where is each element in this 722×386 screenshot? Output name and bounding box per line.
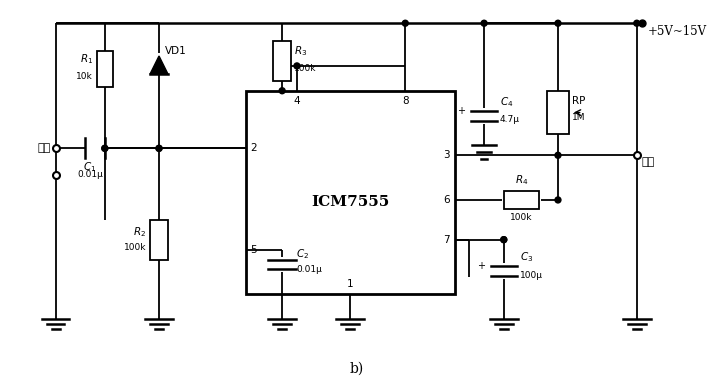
Text: 100k: 100k xyxy=(123,243,146,252)
Bar xyxy=(274,41,291,81)
Text: 8: 8 xyxy=(402,96,409,106)
Text: 0.01μ: 0.01μ xyxy=(296,265,322,274)
Circle shape xyxy=(294,63,300,69)
Circle shape xyxy=(102,146,108,151)
Text: $C_4$: $C_4$ xyxy=(500,95,513,108)
Bar xyxy=(150,220,168,259)
Text: $C_1$: $C_1$ xyxy=(84,160,97,174)
Bar xyxy=(547,91,569,134)
Text: 100k: 100k xyxy=(510,213,533,222)
Bar xyxy=(97,51,113,87)
Text: 7: 7 xyxy=(443,235,450,245)
Text: 1: 1 xyxy=(347,279,354,289)
Circle shape xyxy=(156,146,162,151)
Circle shape xyxy=(481,20,487,26)
Circle shape xyxy=(402,20,408,26)
Text: 0.01μ: 0.01μ xyxy=(77,170,103,179)
Text: 4.7μ: 4.7μ xyxy=(500,115,520,124)
Text: ICM7555: ICM7555 xyxy=(311,195,389,209)
Bar xyxy=(504,191,539,209)
Circle shape xyxy=(102,146,108,151)
Text: 5: 5 xyxy=(251,245,257,255)
Text: +: + xyxy=(457,106,466,115)
Text: $C_2$: $C_2$ xyxy=(296,248,309,261)
Text: $R_4$: $R_4$ xyxy=(515,173,529,187)
Text: $R_3$: $R_3$ xyxy=(294,44,308,58)
Text: 2: 2 xyxy=(251,143,257,153)
Text: +5V~15V: +5V~15V xyxy=(648,25,707,38)
Text: 100k: 100k xyxy=(294,64,316,73)
Bar xyxy=(245,91,455,294)
Text: 触发: 触发 xyxy=(38,143,51,153)
Text: 10k: 10k xyxy=(77,72,93,81)
Text: 3: 3 xyxy=(443,150,450,160)
Text: 输出: 输出 xyxy=(642,157,655,167)
Text: 1M: 1M xyxy=(572,113,586,122)
Text: 4: 4 xyxy=(294,96,300,106)
Text: +: + xyxy=(477,261,485,271)
Text: b): b) xyxy=(350,362,364,376)
Circle shape xyxy=(279,88,285,94)
Circle shape xyxy=(555,20,561,26)
Text: $C_3$: $C_3$ xyxy=(520,251,533,264)
Text: 6: 6 xyxy=(443,195,450,205)
Circle shape xyxy=(501,237,507,243)
Circle shape xyxy=(555,152,561,158)
Circle shape xyxy=(156,146,162,151)
Polygon shape xyxy=(150,56,168,74)
Text: $R_1$: $R_1$ xyxy=(80,52,93,66)
Text: 100μ: 100μ xyxy=(520,271,542,280)
Text: RP: RP xyxy=(572,96,585,106)
Circle shape xyxy=(555,197,561,203)
Text: VD1: VD1 xyxy=(165,46,187,56)
Text: $R_2$: $R_2$ xyxy=(133,225,146,239)
Circle shape xyxy=(501,237,507,243)
Circle shape xyxy=(634,20,640,26)
